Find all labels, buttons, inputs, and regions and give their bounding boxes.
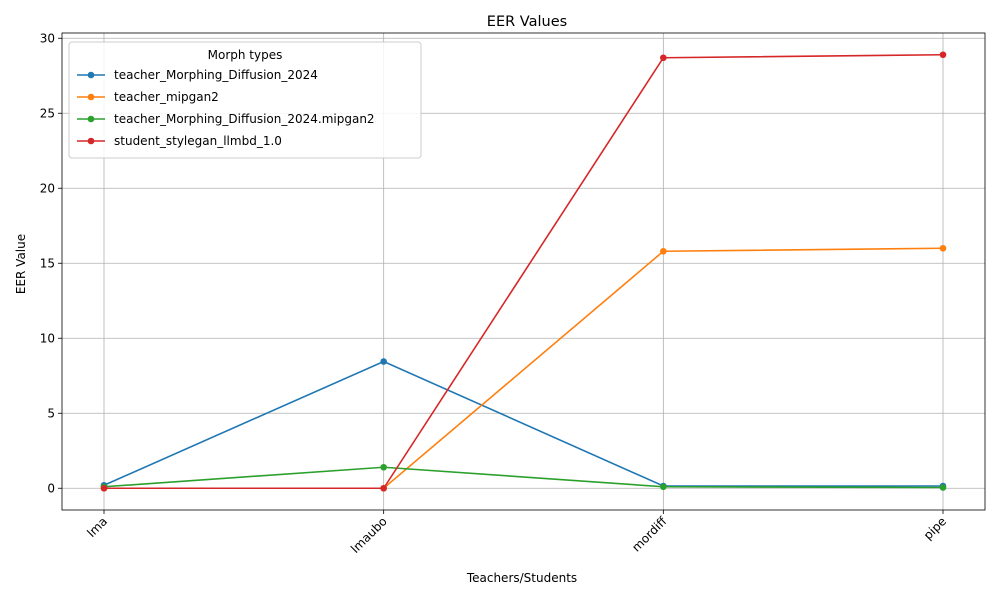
data-point bbox=[380, 484, 387, 492]
y-tick-label: 0 bbox=[47, 481, 55, 495]
data-point bbox=[939, 484, 947, 491]
y-tick-label: 25 bbox=[40, 106, 55, 120]
y-axis-title: EER Value bbox=[14, 234, 28, 294]
legend-label: teacher_Morphing_Diffusion_2024 bbox=[114, 68, 318, 82]
data-point bbox=[939, 51, 947, 59]
data-point bbox=[660, 54, 667, 62]
y-tick-label: 10 bbox=[40, 331, 55, 345]
series-line bbox=[103, 360, 943, 487]
legend-swatch-marker bbox=[87, 115, 95, 123]
data-point bbox=[100, 484, 108, 492]
x-tick-label: lma bbox=[84, 514, 110, 540]
x-tick-label: mordiff bbox=[629, 514, 670, 555]
series-student_stylegan_llmbd_1.0 bbox=[100, 51, 947, 492]
legend-label: teacher_mipgan2 bbox=[114, 90, 219, 104]
series-teacher_Morphing_Diffusion_2024 bbox=[100, 358, 947, 490]
x-tick-label: pipe bbox=[921, 514, 949, 542]
data-point bbox=[660, 247, 667, 255]
legend-swatch-marker bbox=[87, 71, 95, 79]
legend-label: teacher_Morphing_Diffusion_2024.mipgan2 bbox=[114, 112, 375, 126]
legend-item: student_stylegan_llmbd_1.0 bbox=[77, 134, 282, 148]
series-line bbox=[104, 53, 944, 490]
legend-swatch-marker bbox=[87, 137, 95, 145]
legend-label: student_stylegan_llmbd_1.0 bbox=[114, 134, 282, 148]
legend-swatch-marker bbox=[87, 93, 95, 101]
legend: Morph types teacher_Morphing_Diffusion_20… bbox=[68, 41, 422, 159]
data-point bbox=[939, 244, 947, 252]
series-lines bbox=[100, 51, 947, 492]
legend-item: teacher_Morphing_Diffusion_2024 bbox=[77, 68, 318, 82]
y-tick-label: 15 bbox=[40, 256, 55, 270]
chart-title: EER Values bbox=[487, 14, 567, 30]
series-teacher_mipgan2 bbox=[100, 244, 947, 492]
legend-title: Morph types bbox=[208, 48, 283, 62]
plot-frame bbox=[61, 32, 986, 511]
series-line bbox=[103, 466, 944, 489]
x-axis-title: Teachers/Students bbox=[466, 571, 577, 585]
data-point bbox=[660, 483, 667, 491]
legend-item: teacher_mipgan2 bbox=[77, 90, 219, 104]
data-point bbox=[380, 358, 387, 365]
y-tick-label: 30 bbox=[40, 31, 55, 45]
data-point bbox=[380, 463, 387, 471]
y-tick-label: 20 bbox=[40, 181, 55, 195]
y-tick-label: 5 bbox=[47, 406, 55, 420]
series-line bbox=[104, 247, 944, 490]
legend-item: teacher_Morphing_Diffusion_2024.mipgan2 bbox=[77, 112, 375, 126]
series-teacher_Morphing_Diffusion_2024.mipgan2 bbox=[100, 463, 947, 491]
x-tick-label: lmaubo bbox=[348, 514, 390, 556]
legend-box bbox=[68, 41, 422, 159]
